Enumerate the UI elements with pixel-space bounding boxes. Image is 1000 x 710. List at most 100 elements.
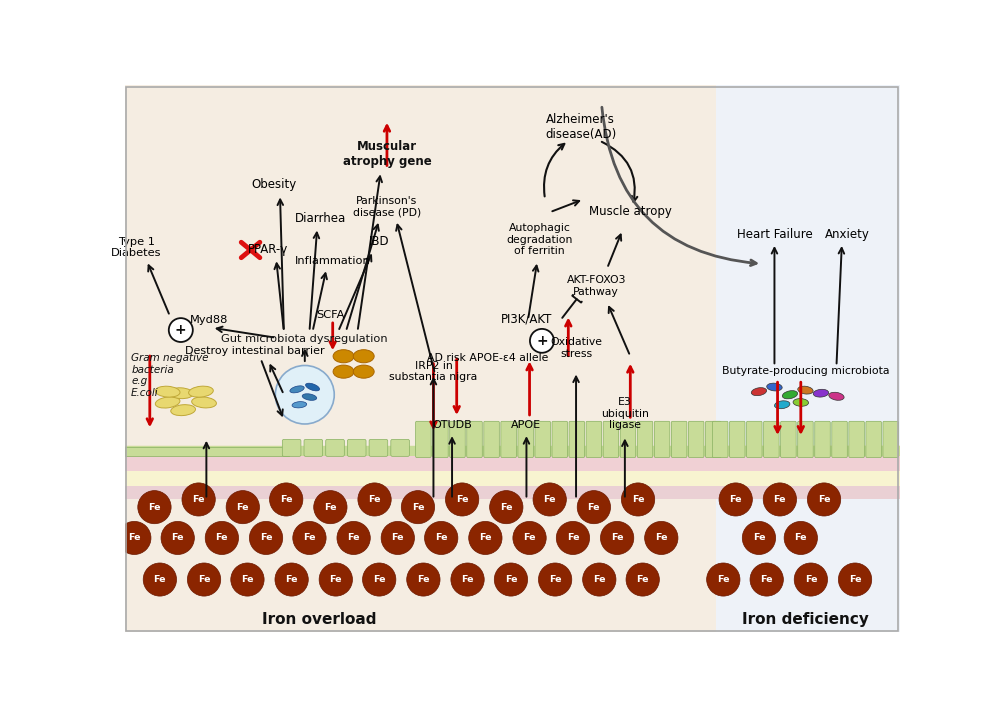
Circle shape [621, 483, 655, 516]
Text: Fe: Fe [324, 503, 337, 512]
FancyBboxPatch shape [282, 439, 301, 457]
Circle shape [719, 483, 752, 516]
Ellipse shape [333, 365, 354, 378]
Ellipse shape [798, 386, 813, 394]
Text: Fe: Fe [500, 503, 513, 512]
FancyBboxPatch shape [125, 444, 900, 457]
FancyBboxPatch shape [125, 486, 900, 499]
Text: Fe: Fe [285, 575, 298, 584]
Text: +: + [536, 334, 548, 348]
Text: Iron deficiency: Iron deficiency [742, 612, 869, 627]
Text: Fe: Fe [636, 575, 649, 584]
Text: Fe: Fe [632, 495, 644, 504]
Circle shape [275, 563, 308, 596]
FancyBboxPatch shape [586, 421, 602, 457]
FancyBboxPatch shape [125, 471, 900, 487]
Text: Fe: Fe [655, 533, 668, 542]
Text: Fe: Fe [549, 575, 561, 584]
Ellipse shape [767, 383, 782, 391]
Circle shape [425, 521, 458, 555]
Text: Fe: Fe [330, 575, 342, 584]
Ellipse shape [189, 386, 213, 397]
FancyBboxPatch shape [883, 421, 898, 457]
Ellipse shape [290, 386, 304, 393]
FancyBboxPatch shape [125, 446, 900, 457]
Ellipse shape [353, 365, 374, 378]
Ellipse shape [155, 397, 180, 408]
Circle shape [381, 521, 414, 555]
Text: Fe: Fe [593, 575, 606, 584]
Ellipse shape [302, 394, 317, 400]
FancyBboxPatch shape [501, 421, 516, 457]
Ellipse shape [192, 397, 216, 408]
Text: Fe: Fe [154, 575, 166, 584]
FancyBboxPatch shape [416, 421, 431, 457]
Circle shape [556, 521, 590, 555]
Text: Fe: Fe [373, 575, 385, 584]
Ellipse shape [775, 400, 790, 409]
Circle shape [401, 491, 435, 524]
Circle shape [494, 563, 528, 596]
Circle shape [293, 521, 326, 555]
Text: Fe: Fe [479, 533, 492, 542]
Text: Fe: Fe [588, 503, 600, 512]
FancyBboxPatch shape [603, 421, 619, 457]
Text: Fe: Fe [729, 495, 742, 504]
Circle shape [138, 491, 171, 524]
Text: Fe: Fe [148, 503, 161, 512]
Text: Fe: Fe [774, 495, 786, 504]
Circle shape [358, 483, 391, 516]
FancyBboxPatch shape [450, 421, 465, 457]
Text: Fe: Fe [192, 495, 205, 504]
FancyBboxPatch shape [125, 456, 900, 471]
Circle shape [490, 491, 523, 524]
Text: APOE: APOE [511, 420, 542, 430]
Text: Fe: Fe [392, 533, 404, 542]
FancyBboxPatch shape [125, 447, 289, 457]
Circle shape [319, 563, 352, 596]
Text: Fe: Fe [347, 533, 360, 542]
Text: Fe: Fe [435, 533, 447, 542]
Circle shape [275, 366, 334, 424]
FancyBboxPatch shape [781, 421, 796, 457]
Text: IRP2 in
substantia nigra: IRP2 in substantia nigra [389, 361, 478, 383]
Ellipse shape [353, 350, 374, 363]
Text: PPAR-γ: PPAR-γ [248, 243, 289, 256]
Text: Obesity: Obesity [251, 178, 296, 192]
Text: AD risk APOE-ε4 allele: AD risk APOE-ε4 allele [427, 353, 548, 363]
Circle shape [794, 563, 828, 596]
Ellipse shape [171, 405, 195, 415]
Circle shape [763, 483, 797, 516]
Text: Fe: Fe [280, 495, 292, 504]
Text: Gram negative
bacteria
e.g
E.coli: Gram negative bacteria e.g E.coli [131, 353, 209, 398]
Circle shape [583, 563, 616, 596]
Text: Anxiety: Anxiety [825, 228, 870, 241]
Text: Fe: Fe [260, 533, 272, 542]
Circle shape [337, 521, 370, 555]
FancyBboxPatch shape [535, 421, 550, 457]
Ellipse shape [793, 398, 809, 406]
Text: Fe: Fe [611, 533, 623, 542]
Text: Fe: Fe [368, 495, 381, 504]
Circle shape [445, 483, 479, 516]
Text: Fe: Fe [760, 575, 773, 584]
Text: Fe: Fe [198, 575, 210, 584]
FancyBboxPatch shape [326, 439, 344, 457]
Text: Fe: Fe [523, 533, 536, 542]
Text: Oxidative
stress: Oxidative stress [550, 337, 602, 359]
Ellipse shape [829, 392, 844, 400]
Text: Type 1
Diabetes: Type 1 Diabetes [111, 237, 162, 258]
Text: Myd88: Myd88 [190, 315, 228, 325]
FancyBboxPatch shape [484, 421, 499, 457]
Text: Fe: Fe [417, 575, 430, 584]
Text: Fe: Fe [567, 533, 579, 542]
Text: Heart Failure: Heart Failure [737, 228, 812, 241]
Circle shape [707, 563, 740, 596]
Text: Autophagic
degradation
of ferritin: Autophagic degradation of ferritin [506, 223, 573, 256]
Circle shape [226, 491, 259, 524]
Text: +: + [175, 323, 187, 337]
Text: Alzheimer's
disease(AD): Alzheimer's disease(AD) [545, 113, 616, 141]
Text: AKT-FOXO3
Pathway: AKT-FOXO3 Pathway [566, 275, 626, 297]
Text: E3
ubiquitin
ligase: E3 ubiquitin ligase [601, 397, 649, 430]
Circle shape [407, 563, 440, 596]
